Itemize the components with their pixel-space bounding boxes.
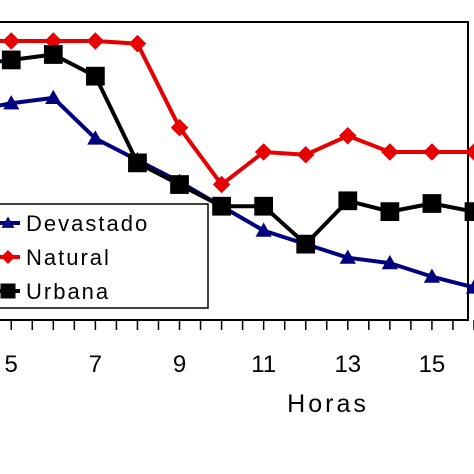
triangle-marker xyxy=(381,254,398,270)
series-urbana xyxy=(0,45,474,254)
triangle-marker xyxy=(1,216,15,228)
legend-label: Natural xyxy=(26,245,111,270)
x-axis-label: Horas xyxy=(287,390,369,418)
x-tick-label: 13 xyxy=(334,351,361,378)
legend-item-devastado: Devastado xyxy=(0,211,149,236)
diamond-marker xyxy=(254,143,273,161)
x-tick-label: 7 xyxy=(89,351,102,378)
legend-item-natural: Natural xyxy=(0,245,111,270)
legend-item-urbana: Urbana xyxy=(0,279,110,304)
diamond-marker xyxy=(128,34,147,53)
diamond-marker xyxy=(296,145,315,164)
triangle-marker xyxy=(3,95,20,110)
triangle-marker xyxy=(339,249,356,264)
diamond-marker xyxy=(339,127,357,145)
triangle-marker xyxy=(423,268,441,283)
series-natural xyxy=(0,32,474,194)
square-marker xyxy=(296,234,316,254)
x-tick-label: 15 xyxy=(419,351,446,378)
legend-box xyxy=(0,203,209,309)
square-marker xyxy=(464,202,474,222)
square-marker xyxy=(0,283,16,299)
square-marker xyxy=(422,194,442,213)
square-marker xyxy=(1,50,21,70)
legend-label: Devastado xyxy=(26,211,149,236)
diamond-marker xyxy=(423,143,441,161)
x-tick-label: 5 xyxy=(5,351,18,378)
diamond-marker xyxy=(86,32,105,50)
diamond-marker xyxy=(2,32,20,50)
triangle-marker xyxy=(255,222,272,237)
x-axis-tick-labels: 5 7 9 11 13 15 xyxy=(5,351,446,378)
square-marker xyxy=(128,153,147,173)
triangle-marker xyxy=(465,279,474,294)
diamond-marker xyxy=(170,118,189,137)
square-marker xyxy=(43,45,63,64)
square-marker xyxy=(338,191,358,211)
square-marker xyxy=(380,202,400,222)
x-axis-ticks xyxy=(10,320,474,330)
legend: Devastado Natural Urbana xyxy=(0,203,209,309)
square-marker xyxy=(86,66,105,86)
x-tick-label: 11 xyxy=(251,351,276,378)
diamond-marker xyxy=(212,175,231,194)
square-marker xyxy=(254,196,274,216)
triangle-marker xyxy=(45,89,62,104)
diamond-marker xyxy=(1,250,15,264)
diamond-marker xyxy=(381,143,399,161)
legend-label: Urbana xyxy=(26,279,110,304)
diamond-marker xyxy=(465,143,474,161)
x-tick-label: 9 xyxy=(173,351,186,378)
series-layer xyxy=(0,32,474,294)
square-marker xyxy=(212,196,231,216)
triangle-marker xyxy=(87,130,104,145)
square-marker xyxy=(170,175,189,194)
